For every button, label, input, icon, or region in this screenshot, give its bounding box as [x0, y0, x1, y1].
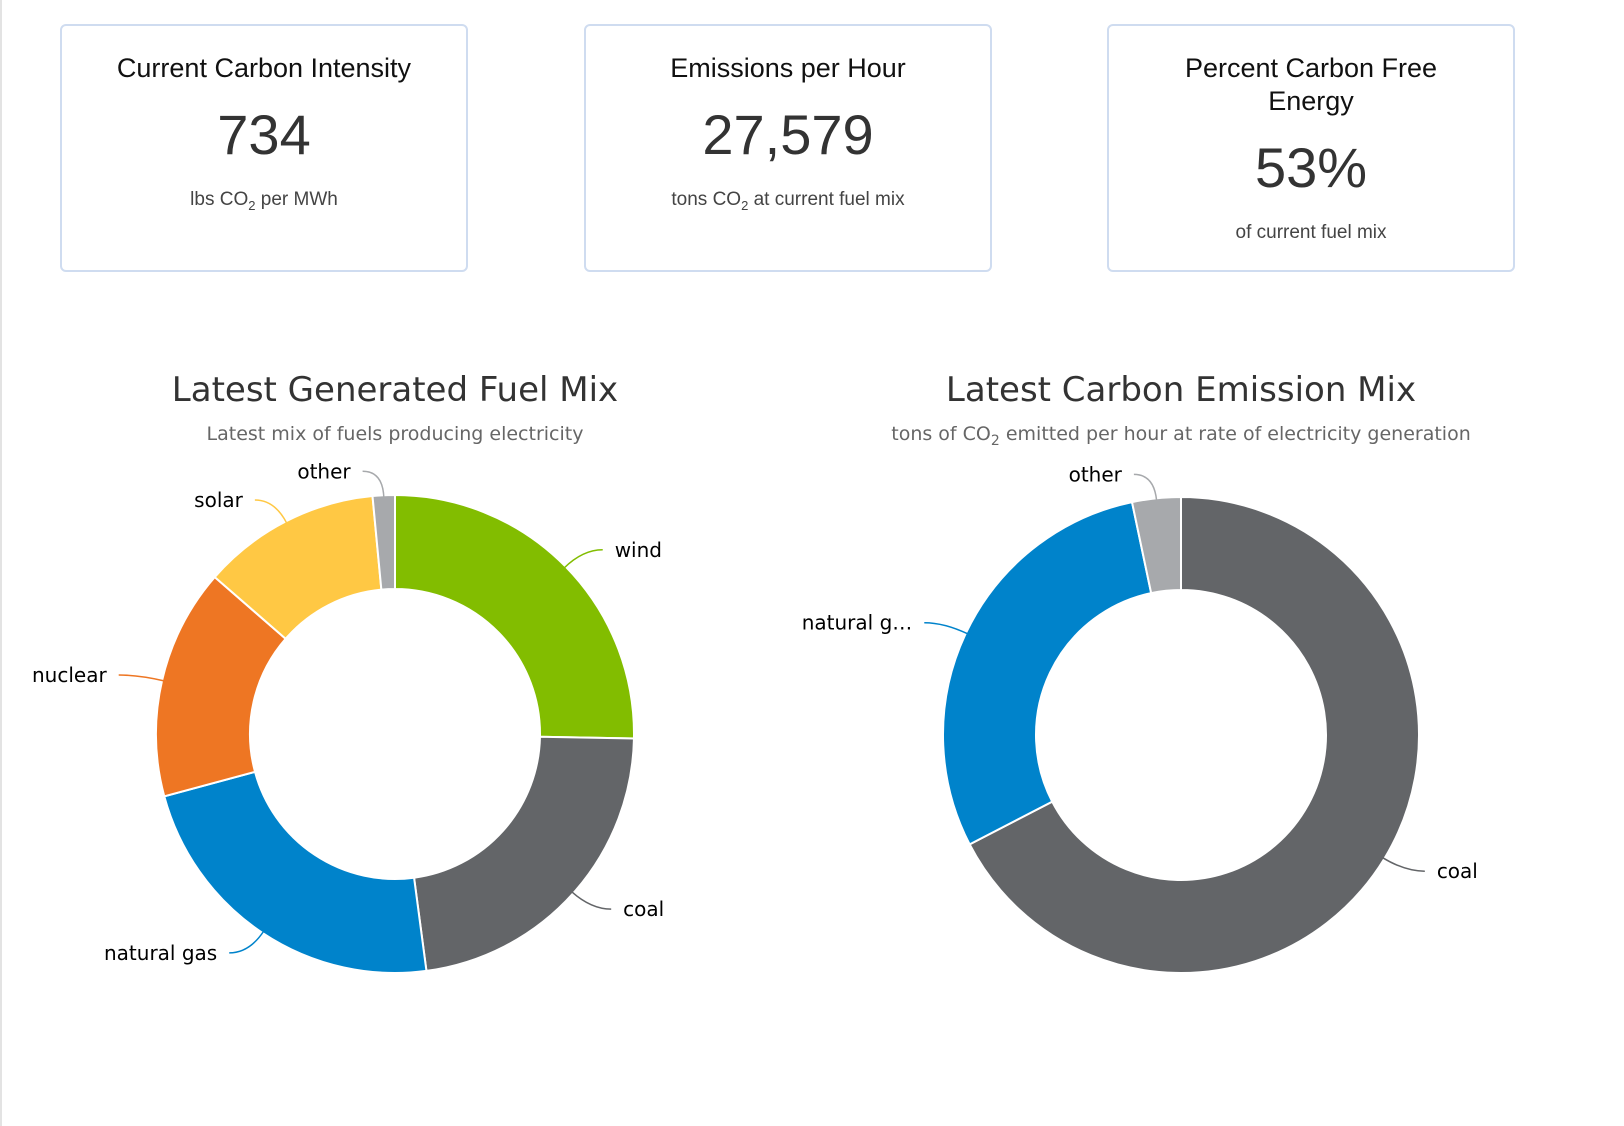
fuel-mix-donut: wind coal natural gas nuclear solar other	[32, 459, 664, 974]
slice-coal[interactable]	[968, 495, 1420, 974]
data-label-other: other	[297, 459, 351, 483]
data-label-other: other	[1069, 462, 1123, 486]
data-label-natural-gas: natural gas	[104, 941, 217, 965]
slice-other[interactable]	[371, 493, 396, 591]
connector-coal	[571, 891, 612, 910]
data-label-natural-g: natural g…	[802, 611, 913, 635]
card-title: Emissions per Hour	[670, 53, 906, 83]
carbon-intensity-card: Current Carbon Intensity 734 lbs CO2 per…	[60, 24, 468, 272]
slice-other[interactable]	[1130, 495, 1182, 595]
connector-other	[362, 470, 385, 498]
connector-solar	[254, 499, 288, 524]
carbon-free-energy-card: Percent Carbon Free Energy 53% of curren…	[1107, 24, 1515, 272]
data-label-wind: wind	[615, 538, 662, 562]
card-title: Percent Carbon Free Energy	[1184, 53, 1438, 116]
card-subtitle: of current fuel mix	[1235, 222, 1387, 243]
connector-wind	[563, 549, 603, 569]
data-label-coal: coal	[623, 897, 664, 921]
data-label-nuclear: nuclear	[32, 663, 107, 687]
slice-wind[interactable]	[394, 493, 635, 740]
card-title: Current Carbon Intensity	[116, 53, 412, 83]
data-label-coal: coal	[1437, 859, 1478, 883]
card-value: 27,579	[702, 103, 874, 166]
fuel-mix-chart-title: Latest Generated Fuel Mix	[172, 370, 618, 410]
emission-mix-chart-subtitle: tons of CO2 emitted per hour at rate of …	[891, 423, 1470, 449]
connector-natural-g	[924, 621, 969, 635]
left-border	[0, 0, 2, 1126]
connector-other	[1133, 473, 1158, 501]
card-subtitle: lbs CO2 per MWh	[190, 189, 338, 213]
fuel-mix-chart-subtitle: Latest mix of fuels producing electricit…	[207, 423, 584, 445]
card-value: 734	[217, 103, 311, 166]
connector-nuclear	[118, 674, 165, 682]
data-label-solar: solar	[194, 488, 243, 512]
connector-natural-gas	[229, 930, 265, 954]
slice-natural-gas[interactable]	[163, 770, 428, 974]
card-subtitle: tons CO2 at current fuel mix	[671, 189, 905, 213]
emission-mix-donut: coal natural g… other	[802, 462, 1478, 974]
emissions-per-hour-card: Emissions per Hour 27,579 tons CO2 at cu…	[584, 24, 992, 272]
slice-natural-g[interactable]	[942, 500, 1153, 846]
slice-coal[interactable]	[412, 735, 635, 973]
card-value: 53%	[1254, 136, 1368, 199]
connector-coal	[1382, 857, 1425, 872]
emission-mix-chart-title: Latest Carbon Emission Mix	[946, 370, 1416, 410]
